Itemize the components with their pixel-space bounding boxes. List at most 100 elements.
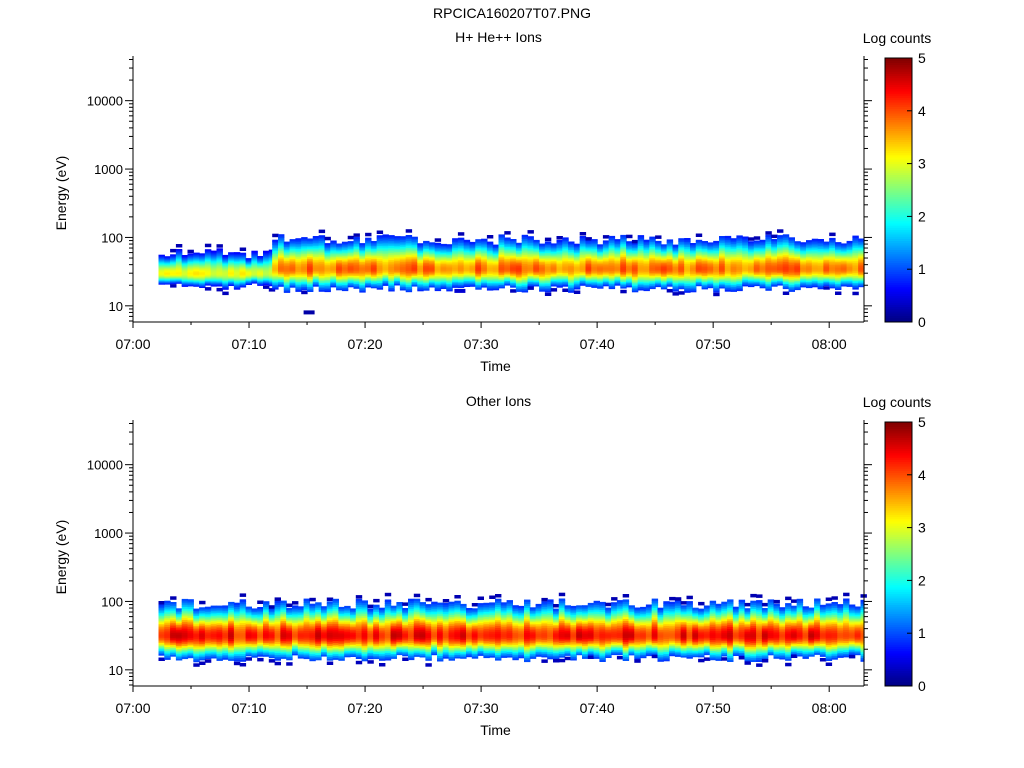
heatmap-cell <box>330 275 337 278</box>
heatmap-cell <box>481 276 488 279</box>
heatmap-cell <box>823 277 830 280</box>
heatmap-cell <box>568 279 575 282</box>
heatmap-cell <box>736 250 743 254</box>
colorbar-swatch <box>885 161 912 165</box>
heatmap-cell <box>216 283 223 286</box>
colorbar-swatch <box>885 242 912 246</box>
heatmap-cell <box>521 261 529 264</box>
heatmap-cell <box>175 634 183 637</box>
heatmap-cell <box>579 256 587 259</box>
heatmap-cell <box>835 291 842 295</box>
heatmap-cell <box>457 285 465 288</box>
colorbar-swatch <box>885 198 912 202</box>
heatmap-cell <box>631 276 639 279</box>
heatmap-cell <box>233 615 241 618</box>
heatmap-cell <box>533 241 540 244</box>
heatmap-cell <box>423 262 430 265</box>
heatmap-cell <box>376 250 384 253</box>
heatmap-cell <box>272 264 279 267</box>
heatmap-cell <box>187 613 194 617</box>
heatmap-cell <box>399 283 407 286</box>
heatmap-cell <box>585 237 592 241</box>
heatmap-cell <box>228 622 235 625</box>
heatmap-cell <box>626 275 633 278</box>
heatmap-cell <box>268 653 276 656</box>
heatmap-cell <box>550 281 558 284</box>
heatmap-cell <box>672 283 679 286</box>
heatmap-cell <box>452 238 459 241</box>
heatmap-cell <box>239 641 247 645</box>
heatmap-cell <box>823 260 830 263</box>
heatmap-cell <box>800 261 807 264</box>
heatmap-cell <box>666 284 674 287</box>
heatmap-cell <box>434 280 442 283</box>
heatmap-cell <box>550 277 558 280</box>
heatmap-cell <box>440 252 447 255</box>
heatmap-cell <box>556 262 563 265</box>
heatmap-cell <box>713 245 720 248</box>
heatmap-cell <box>782 251 790 254</box>
heatmap-cell <box>748 261 755 263</box>
heatmap-cell <box>268 257 273 260</box>
heatmap-cell <box>800 275 807 278</box>
heatmap-cell <box>228 640 235 643</box>
heatmap-cell <box>193 616 200 620</box>
heatmap-cell <box>307 245 314 248</box>
heatmap-cell <box>164 275 171 277</box>
heatmap-cell <box>210 605 218 608</box>
heatmap-cell <box>753 258 761 261</box>
heatmap-cell <box>324 236 331 241</box>
heatmap-cell <box>823 281 830 284</box>
heatmap-cell <box>486 243 494 246</box>
heatmap-cell <box>289 270 296 273</box>
heatmap-cell <box>811 268 819 271</box>
heatmap-cell <box>210 610 218 613</box>
heatmap-cell <box>782 271 790 274</box>
heatmap-cell <box>222 640 229 643</box>
heatmap-cell <box>829 261 836 264</box>
heatmap-cell <box>301 238 308 241</box>
heatmap-cell <box>274 654 281 657</box>
heatmap-cell <box>614 272 621 275</box>
heatmap-cell <box>678 276 685 279</box>
heatmap-cell <box>216 277 223 280</box>
heatmap-cell <box>268 254 273 256</box>
heatmap-cell <box>707 272 714 275</box>
heatmap-cell <box>193 253 200 256</box>
heatmap-cell <box>562 237 569 240</box>
heatmap-cell <box>486 267 494 270</box>
heatmap-cell <box>164 609 171 613</box>
heatmap-cell <box>678 282 685 285</box>
heatmap-cell <box>210 635 218 638</box>
heatmap-cell <box>759 260 766 263</box>
heatmap-cell <box>193 646 200 649</box>
heatmap-cell <box>539 283 546 286</box>
heatmap-cell <box>286 611 293 614</box>
colorbar-swatch <box>885 157 912 160</box>
heatmap-cell <box>245 643 252 646</box>
heatmap-cell <box>602 268 610 271</box>
heatmap-cell <box>463 258 471 261</box>
heatmap-cell <box>835 268 842 271</box>
heatmap-cell <box>579 242 587 245</box>
heatmap-cell <box>719 253 726 256</box>
heatmap-cell <box>620 276 627 279</box>
colorbar-tick-label: 5 <box>918 50 926 66</box>
heatmap-cell <box>263 651 270 654</box>
heatmap-cell <box>199 283 206 285</box>
heatmap-cell <box>204 619 212 622</box>
heatmap-cell <box>193 285 200 287</box>
heatmap-cell <box>724 265 732 268</box>
heatmap-cell <box>228 261 235 264</box>
heatmap-cell <box>788 289 795 292</box>
heatmap-cell <box>585 264 592 267</box>
heatmap-cell <box>353 265 360 268</box>
heatmap-cell <box>295 243 302 246</box>
heatmap-cell <box>730 253 737 256</box>
heatmap-cell <box>411 261 418 264</box>
heatmap-cell <box>158 258 165 260</box>
heatmap-cell <box>301 283 308 286</box>
heatmap-cell <box>222 630 229 633</box>
colorbar-swatch <box>885 278 912 281</box>
heatmap-cell <box>239 253 247 256</box>
